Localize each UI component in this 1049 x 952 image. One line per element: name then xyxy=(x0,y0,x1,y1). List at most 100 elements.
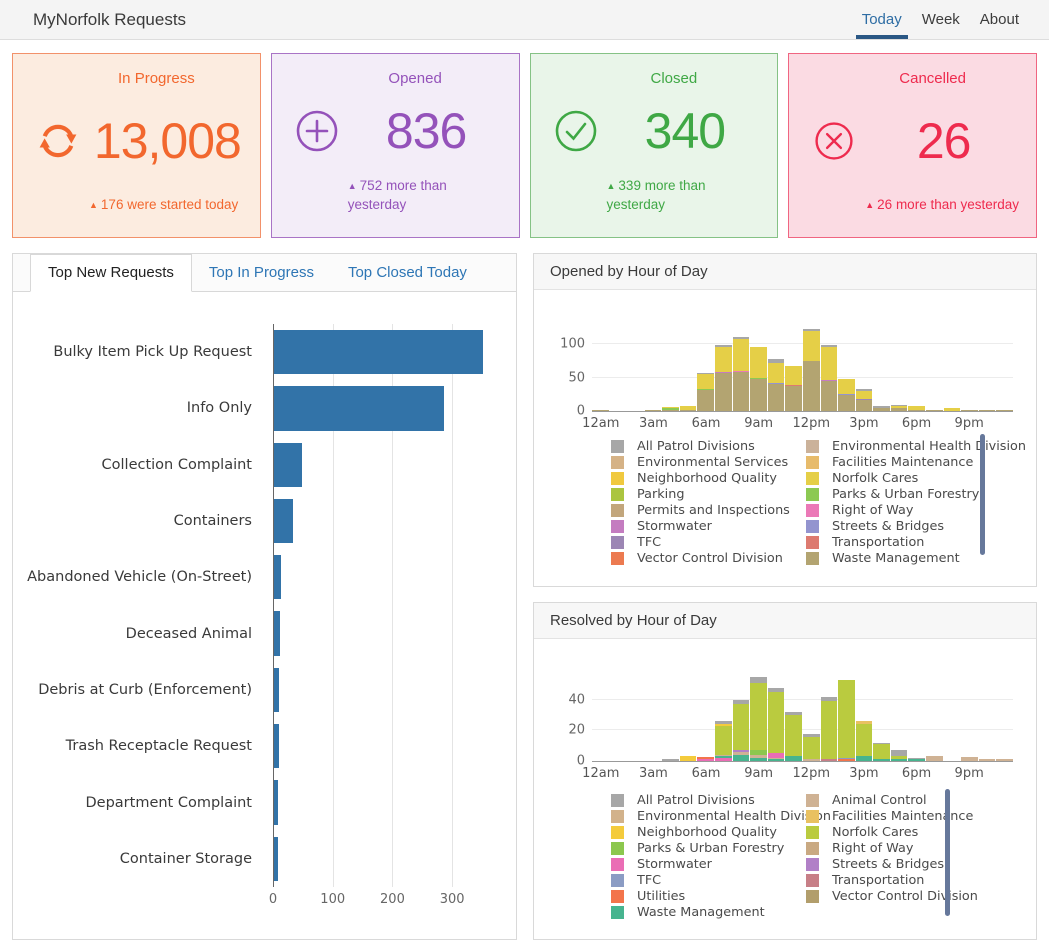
legend-item-waste[interactable]: Waste Management xyxy=(611,905,806,920)
legend-item-env_health[interactable]: Environmental Health Division xyxy=(806,439,1026,454)
hour-bar-3am[interactable] xyxy=(644,409,662,411)
hour-bar-10am[interactable] xyxy=(767,687,785,761)
legend-item-animal_control[interactable]: Animal Control xyxy=(806,793,978,808)
tab-top-new-requests[interactable]: Top New Requests xyxy=(30,254,192,292)
hour-bar-8pm[interactable] xyxy=(943,408,961,411)
segment-waste xyxy=(592,410,609,411)
bar-9[interactable] xyxy=(274,836,279,881)
hour-bar-5am[interactable] xyxy=(679,406,697,411)
legend-label: Transportation xyxy=(832,873,925,889)
legend-scrollbar[interactable] xyxy=(980,434,985,555)
nav-item-about[interactable]: About xyxy=(979,11,1019,28)
hour-bar-8am[interactable] xyxy=(732,699,750,761)
category-label: Container Storage xyxy=(119,850,252,867)
legend-item-facilities[interactable]: Facilities Maintenance xyxy=(806,809,978,824)
hour-bar-10am[interactable] xyxy=(767,359,785,411)
legend-item-right_of_way[interactable]: Right of Way xyxy=(806,503,1026,518)
tab-top-closed-today[interactable]: Top Closed Today xyxy=(347,264,467,281)
bar-7[interactable] xyxy=(274,724,279,769)
hour-bar-9am[interactable] xyxy=(750,676,767,761)
legend-item-all_patrol[interactable]: All Patrol Divisions xyxy=(611,793,806,808)
hour-bar-7pm[interactable] xyxy=(925,409,943,411)
hour-bar-9am[interactable] xyxy=(750,347,767,411)
legend-item-all_patrol[interactable]: All Patrol Divisions xyxy=(611,439,806,454)
hour-bar-11am[interactable] xyxy=(785,366,802,411)
neighborhood_quality-swatch-icon xyxy=(611,826,624,840)
hour-bar-2pm[interactable] xyxy=(838,679,855,761)
bar-2[interactable] xyxy=(274,442,303,487)
legend-item-transportation[interactable]: Transportation xyxy=(806,535,1026,550)
legend-item-utilities[interactable]: Utilities xyxy=(611,889,806,904)
legend-item-streets[interactable]: Streets & Bridges xyxy=(806,519,1026,534)
hour-bar-2pm[interactable] xyxy=(838,378,855,411)
hour-bar-9pm[interactable] xyxy=(961,409,978,411)
bar-6[interactable] xyxy=(274,667,280,713)
hour-bar-8am[interactable] xyxy=(732,337,750,411)
hour-bar-11pm[interactable] xyxy=(996,759,1013,761)
nav-item-today[interactable]: Today xyxy=(852,0,912,39)
legend-item-parks[interactable]: Parks & Urban Forestry xyxy=(806,487,1026,502)
legend-item-waste[interactable]: Waste Management xyxy=(806,551,1026,566)
legend-item-env_services[interactable]: Environmental Services xyxy=(611,455,806,470)
hour-bar-9pm[interactable] xyxy=(961,757,978,761)
bar-0[interactable] xyxy=(274,330,484,375)
legend-item-parking[interactable]: Parking xyxy=(611,487,806,502)
legend-item-norfolk_cares[interactable]: Norfolk Cares xyxy=(806,825,978,840)
legend-item-neighborhood_quality[interactable]: Neighborhood Quality xyxy=(611,471,806,486)
hour-bar-7am[interactable] xyxy=(715,721,732,761)
hour-bar-7am[interactable] xyxy=(715,345,732,411)
hour-bar-11pm[interactable] xyxy=(996,410,1013,411)
hour-bar-6pm[interactable] xyxy=(908,406,925,411)
table-row: Trash Receptacle Request xyxy=(13,718,516,774)
hour-bar-4pm[interactable] xyxy=(873,742,890,761)
hour-bar-1pm[interactable] xyxy=(820,344,838,411)
hour-bar-4pm[interactable] xyxy=(873,405,890,411)
bar-area xyxy=(273,774,488,830)
legend-item-transportation[interactable]: Transportation xyxy=(806,873,978,888)
bar-4[interactable] xyxy=(274,555,281,600)
hour-bar-4am[interactable] xyxy=(662,407,679,411)
resolved-by-hour-panel: Resolved by Hour of Day 0 20 40 12am 3am 6am 9… xyxy=(533,602,1037,940)
hour-bar-5pm[interactable] xyxy=(890,405,908,411)
bar-8[interactable] xyxy=(274,780,279,825)
legend-item-permits[interactable]: Permits and Inspections xyxy=(611,503,806,518)
legend-item-streets[interactable]: Streets & Bridges xyxy=(806,857,978,872)
hour-bar-11am[interactable] xyxy=(785,712,802,761)
hour-bar-12pm[interactable] xyxy=(802,329,820,411)
hour-bar-6am[interactable] xyxy=(697,757,715,761)
legend-item-env_health[interactable]: Environmental Health Division xyxy=(611,809,831,824)
hour-bar-5pm[interactable] xyxy=(890,750,908,761)
legend-item-tfc[interactable]: TFC xyxy=(611,535,806,550)
legend-item-neighborhood_quality[interactable]: Neighborhood Quality xyxy=(611,825,806,840)
legend-item-tfc[interactable]: TFC xyxy=(611,873,806,888)
bar-3[interactable] xyxy=(274,498,293,544)
legend-scrollbar[interactable] xyxy=(945,789,950,916)
table-row: Info Only xyxy=(13,380,516,436)
legend-item-right_of_way[interactable]: Right of Way xyxy=(806,841,978,856)
table-row: Bulky Item Pick Up Request xyxy=(13,324,516,380)
legend-item-stormwater[interactable]: Stormwater xyxy=(611,519,806,534)
legend-item-vector[interactable]: Vector Control Division xyxy=(806,889,978,904)
hour-bar-6pm[interactable] xyxy=(908,757,925,761)
bar-5[interactable] xyxy=(274,611,280,656)
legend-item-stormwater[interactable]: Stormwater xyxy=(611,857,806,872)
hour-bar-3pm[interactable] xyxy=(855,721,873,761)
nav-item-week[interactable]: Week xyxy=(921,11,960,28)
hour-bar-4am[interactable] xyxy=(662,759,679,761)
bar-1[interactable] xyxy=(274,386,445,431)
hour-bar-7pm[interactable] xyxy=(925,756,943,761)
legend-item-norfolk_cares[interactable]: Norfolk Cares xyxy=(806,471,1026,486)
hour-bar-3pm[interactable] xyxy=(855,388,873,411)
hour-bar-10pm[interactable] xyxy=(978,410,996,411)
hour-bar-12pm[interactable] xyxy=(802,733,820,761)
hour-bar-10pm[interactable] xyxy=(978,758,996,761)
legend-item-vector[interactable]: Vector Control Division xyxy=(611,551,806,566)
hour-bar-12am[interactable] xyxy=(592,410,609,411)
bar-area xyxy=(273,437,488,493)
tab-top-in-progress[interactable]: Top In Progress xyxy=(208,264,314,281)
legend-item-facilities[interactable]: Facilities Maintenance xyxy=(806,455,1026,470)
hour-bar-5am[interactable] xyxy=(679,756,697,761)
hour-bar-6am[interactable] xyxy=(697,372,715,411)
legend-item-parks[interactable]: Parks & Urban Forestry xyxy=(611,841,806,856)
hour-bar-1pm[interactable] xyxy=(820,696,838,761)
